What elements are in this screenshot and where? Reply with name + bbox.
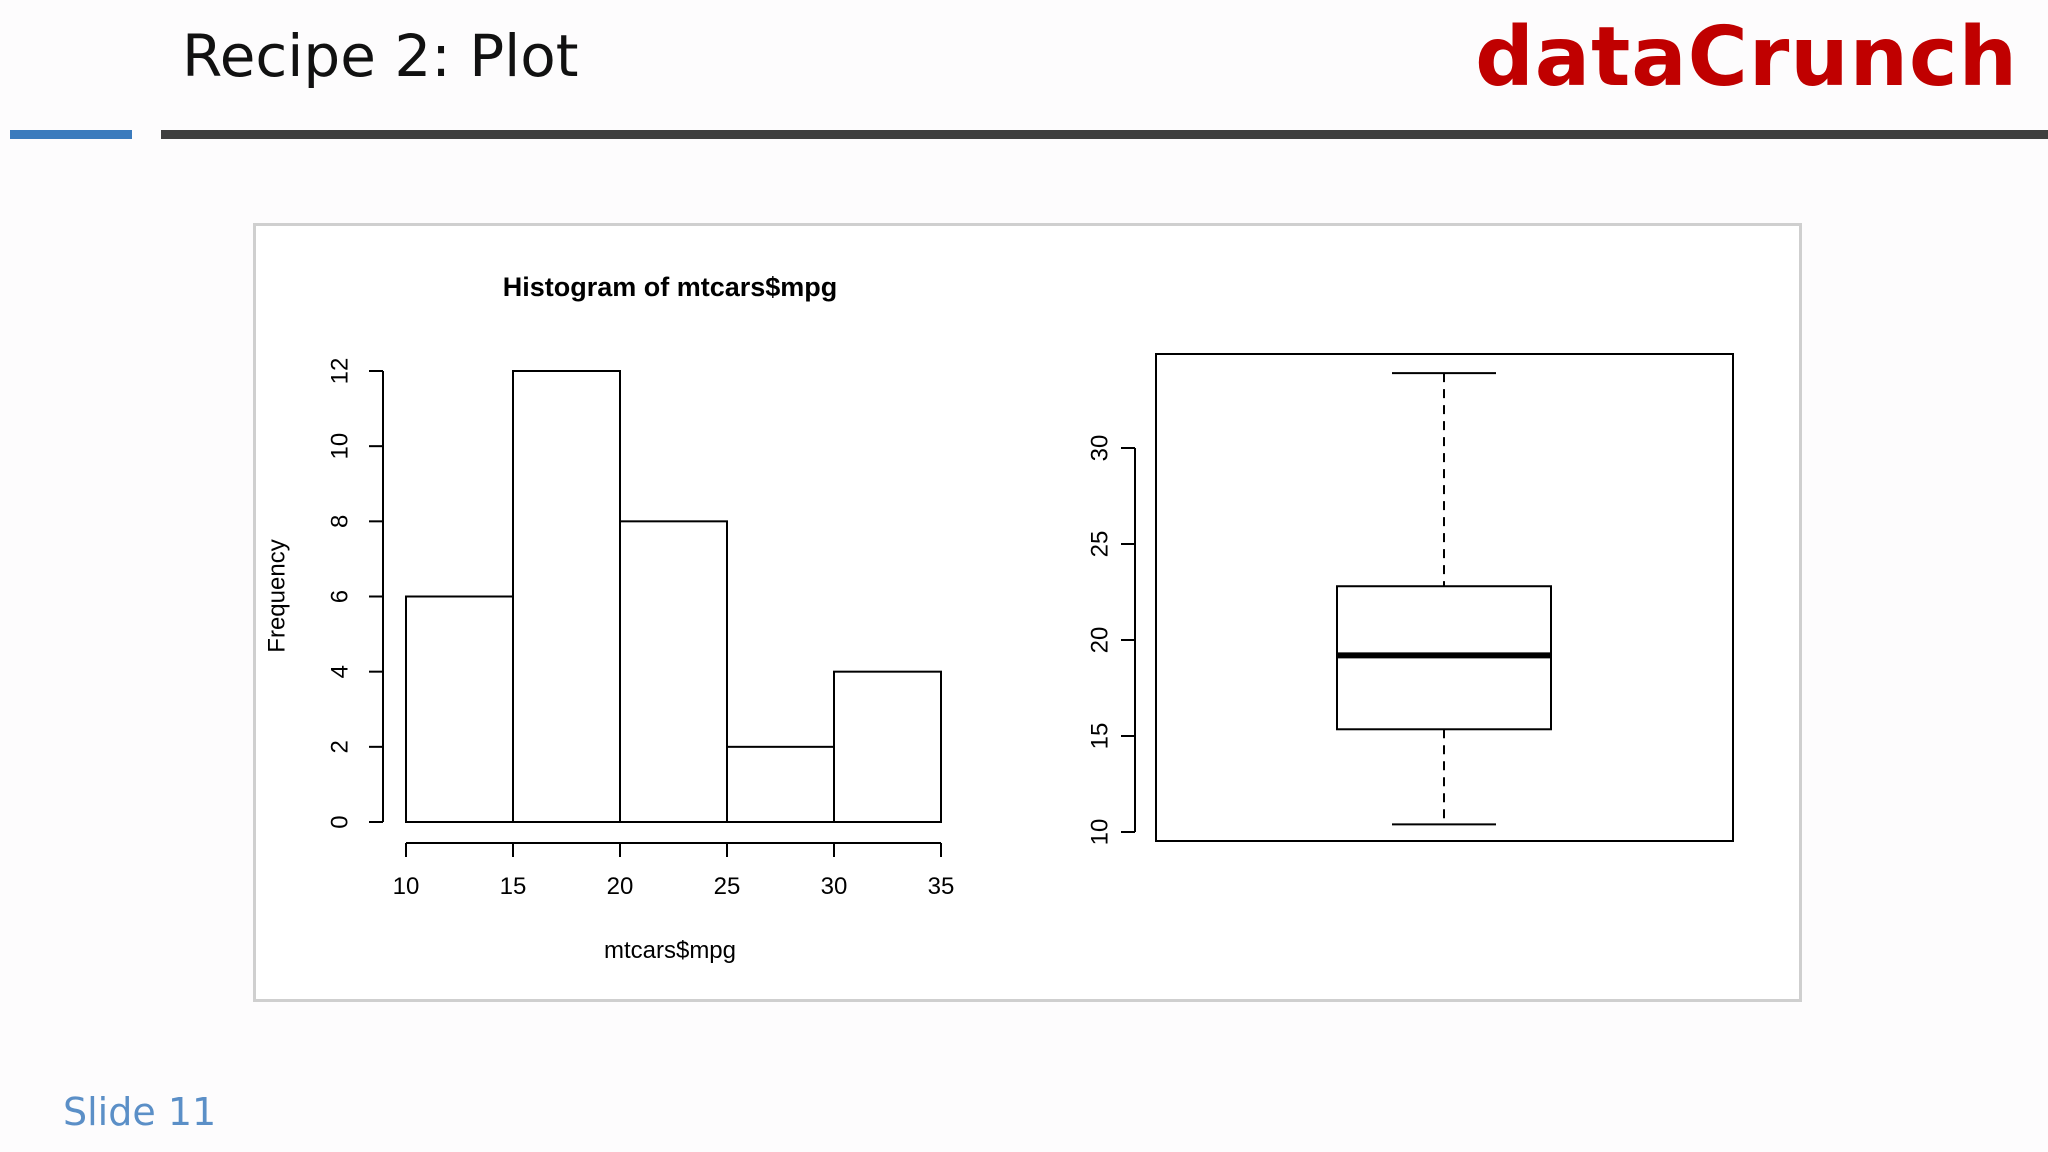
slide-number: Slide 11 (63, 1090, 217, 1134)
boxplot-y-tick-label: 10 (1086, 819, 1113, 846)
boxplot-frame (1155, 353, 1734, 842)
histogram-title: Histogram of mtcars$mpg (503, 272, 838, 302)
histogram-chart: Histogram of mtcars$mpg 0 2 4 6 8 10 12 Frequenc… (263, 272, 954, 964)
histogram-bar (619, 520, 728, 823)
accent-rule-left (10, 130, 132, 139)
histogram-y-tick-label: 2 (326, 740, 353, 753)
histogram-y-tick-label: 12 (326, 358, 353, 385)
histogram-y-tick-label: 0 (326, 815, 353, 828)
histogram-bar (405, 595, 514, 823)
histogram-y-tick-label: 6 (326, 590, 353, 603)
figure-frame: Histogram of mtcars$mpg 0 2 4 6 8 10 12 Frequenc… (253, 223, 1802, 1002)
histogram-x-tick-label: 35 (928, 873, 955, 900)
histogram-x-tick-label: 15 (500, 873, 527, 900)
histogram-bar (833, 670, 942, 823)
histogram-y-tick-label: 8 (326, 515, 353, 528)
histogram-y-label: Frequency (263, 539, 290, 652)
histogram-x-tick-label: 20 (607, 873, 634, 900)
figure-canvas: Histogram of mtcars$mpg 0 2 4 6 8 10 12 Frequenc… (263, 272, 1734, 964)
boxplot-chart: 10 15 20 25 30 (1086, 353, 1734, 846)
histogram-x-tick-label: 10 (393, 873, 420, 900)
boxplot-y-tick-label: 20 (1086, 627, 1113, 654)
histogram-x-label: mtcars$mpg (604, 937, 736, 964)
histogram-bar (726, 745, 835, 823)
histogram-x-tick-label: 30 (821, 873, 848, 900)
histogram-y-tick-label: 10 (326, 433, 353, 460)
boxplot-y-tick-label: 25 (1086, 531, 1113, 558)
brand-logo: dataCrunch (1475, 10, 2018, 105)
histogram-x-tick-label: 25 (714, 873, 741, 900)
boxplot-y-tick-label: 15 (1086, 723, 1113, 750)
accent-rule-right (161, 130, 2048, 139)
slide-title: Recipe 2: Plot (182, 22, 579, 90)
histogram-bar (512, 370, 621, 823)
histogram-y-tick-label: 4 (326, 665, 353, 678)
boxplot-y-tick-label: 30 (1086, 435, 1113, 462)
